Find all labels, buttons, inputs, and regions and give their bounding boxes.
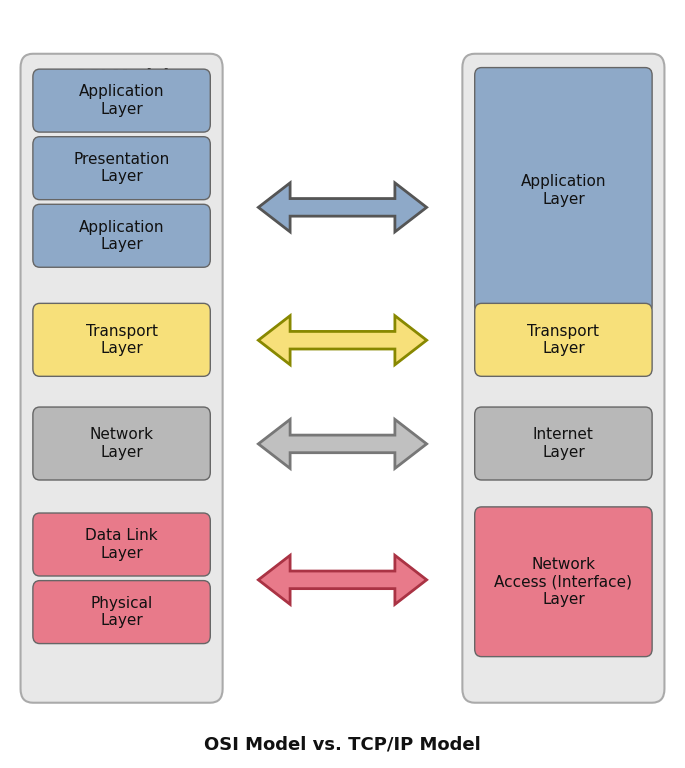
Polygon shape [259,316,426,364]
Text: TCP/IP Model: TCP/IP Model [502,68,625,85]
FancyBboxPatch shape [33,303,210,376]
Text: Data Link
Layer: Data Link Layer [85,528,158,561]
FancyBboxPatch shape [33,513,210,576]
Polygon shape [259,184,426,231]
Text: OSI Model vs. TCP/IP Model: OSI Model vs. TCP/IP Model [204,736,481,754]
Text: Physical
Layer: Physical Layer [90,596,153,628]
FancyBboxPatch shape [462,54,664,703]
FancyBboxPatch shape [33,204,210,267]
Polygon shape [259,420,426,468]
Polygon shape [259,556,426,604]
FancyBboxPatch shape [475,507,652,657]
FancyBboxPatch shape [475,68,652,313]
Polygon shape [259,420,426,468]
Text: Network
Access (Interface)
Layer: Network Access (Interface) Layer [495,557,632,607]
Text: Network
Layer: Network Layer [90,427,153,460]
FancyBboxPatch shape [33,581,210,644]
FancyBboxPatch shape [475,303,652,376]
Text: Internet
Layer: Internet Layer [533,427,594,460]
FancyBboxPatch shape [33,69,210,132]
Polygon shape [259,556,426,604]
FancyBboxPatch shape [33,407,210,480]
Text: OSI Model: OSI Model [74,68,169,85]
Text: Presentation
Layer: Presentation Layer [73,152,170,184]
Polygon shape [259,184,426,231]
Text: Application
Layer: Application Layer [79,84,164,117]
FancyBboxPatch shape [21,54,223,703]
Text: Transport
Layer: Transport Layer [527,323,599,356]
FancyBboxPatch shape [33,137,210,200]
FancyBboxPatch shape [223,54,462,703]
Text: Application
Layer: Application Layer [79,220,164,252]
Polygon shape [259,316,426,364]
Text: Transport
Layer: Transport Layer [86,323,158,356]
FancyBboxPatch shape [475,407,652,480]
Text: Application
Layer: Application Layer [521,174,606,207]
